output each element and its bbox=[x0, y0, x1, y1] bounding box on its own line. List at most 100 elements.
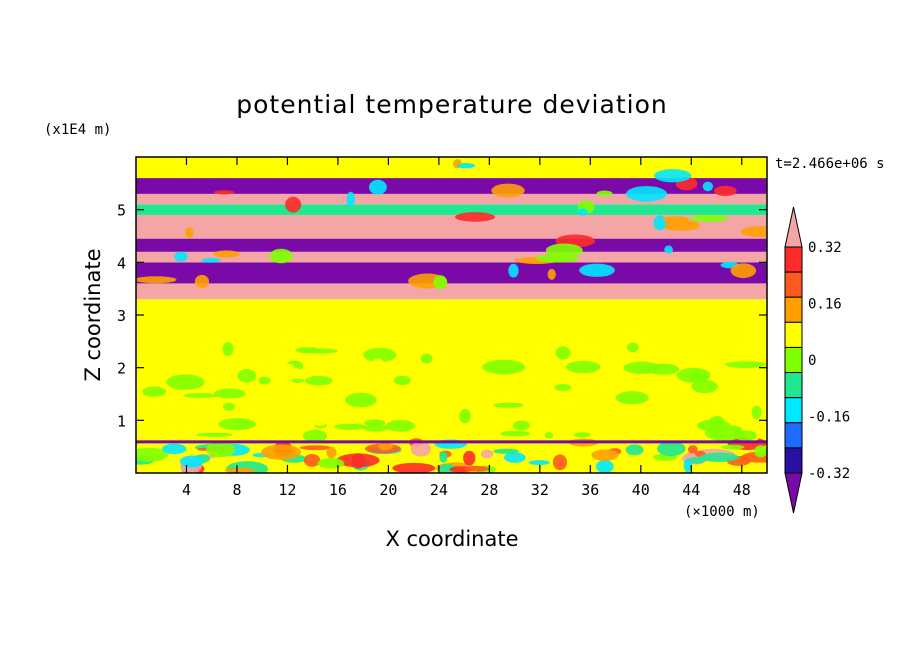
field-blob bbox=[410, 441, 431, 457]
field-blob bbox=[664, 245, 673, 254]
x-tick-label: 8 bbox=[232, 481, 241, 499]
field-blob bbox=[214, 388, 246, 399]
field-blob bbox=[439, 451, 448, 463]
colorbar: 0.32 0.16 0 -0.16 -0.32 bbox=[784, 206, 850, 514]
y-unit-label: (x1E4 m) bbox=[44, 122, 111, 138]
field-blob bbox=[676, 367, 711, 383]
field-blob bbox=[346, 191, 356, 207]
colorbar-box bbox=[784, 346, 803, 374]
field-blob bbox=[454, 212, 495, 222]
y-tick-label: 2 bbox=[117, 360, 126, 378]
field-blob bbox=[463, 450, 476, 466]
colorbar-box bbox=[784, 296, 803, 323]
field-blob bbox=[334, 423, 367, 430]
field-blob bbox=[662, 220, 700, 231]
y-tick-label: 1 bbox=[117, 412, 126, 430]
field-blob bbox=[370, 358, 386, 373]
field-blob bbox=[480, 449, 494, 459]
x-tick-label: 40 bbox=[632, 481, 650, 499]
x-tick-label: 12 bbox=[278, 481, 296, 499]
y-axis-title: Z coordinate bbox=[81, 248, 105, 381]
field-blob bbox=[434, 427, 463, 440]
x-axis: 4 8 12 16 20 24 28 32 36 40 44 48 bbox=[182, 157, 751, 499]
field-blob bbox=[687, 445, 698, 454]
field-blob bbox=[715, 402, 755, 415]
field-blob bbox=[702, 181, 714, 192]
field-blob bbox=[761, 431, 767, 439]
time-label: t=2.466e+06 s bbox=[775, 156, 885, 172]
field-blob bbox=[691, 379, 718, 394]
field-blob bbox=[545, 243, 583, 258]
field-blob bbox=[417, 385, 450, 391]
field-blob bbox=[445, 372, 459, 387]
field-layer bbox=[136, 262, 767, 284]
field-blob bbox=[714, 185, 737, 197]
field-blob bbox=[378, 442, 393, 451]
field-blob bbox=[183, 393, 219, 398]
field-blob bbox=[420, 353, 433, 364]
field-blob bbox=[295, 347, 320, 354]
y-tick-label: 4 bbox=[117, 254, 126, 272]
field-blob bbox=[371, 406, 391, 422]
field-blob bbox=[258, 376, 271, 385]
field-blob bbox=[363, 347, 397, 363]
field-blob bbox=[688, 456, 705, 464]
colorbar-box bbox=[784, 422, 803, 449]
colorbar-box bbox=[784, 246, 803, 273]
field-layer bbox=[136, 193, 767, 205]
field-blob bbox=[690, 214, 729, 222]
field-blob bbox=[683, 458, 692, 473]
field-blob bbox=[433, 275, 448, 290]
field-blob bbox=[657, 441, 686, 457]
field-blob bbox=[177, 361, 220, 371]
field-blob bbox=[640, 379, 660, 393]
field-blob bbox=[754, 445, 767, 458]
field-blob bbox=[136, 400, 147, 415]
field-layer bbox=[136, 283, 767, 300]
field-blob bbox=[653, 215, 667, 231]
field-blob bbox=[626, 342, 639, 353]
field-blob bbox=[744, 376, 762, 384]
field-blob bbox=[658, 386, 695, 396]
field-blob bbox=[213, 190, 235, 195]
field-blob bbox=[431, 391, 457, 408]
field-blob bbox=[136, 276, 177, 284]
field-blob bbox=[565, 360, 601, 374]
field-blob bbox=[152, 364, 179, 371]
field-layer bbox=[136, 204, 767, 215]
field-blob bbox=[571, 394, 611, 407]
field-blob bbox=[261, 444, 302, 460]
field-blob bbox=[362, 424, 390, 432]
colorbar-box bbox=[784, 271, 803, 298]
field-layer bbox=[136, 178, 767, 194]
field-blob bbox=[166, 374, 205, 390]
x-unit-label: (×1000 m) bbox=[684, 504, 760, 520]
field-blob bbox=[615, 391, 649, 405]
field-blob bbox=[194, 274, 210, 289]
field-blob bbox=[345, 392, 377, 408]
field-blob bbox=[724, 361, 767, 368]
colorbar-extend-bottom bbox=[784, 472, 803, 514]
field-blob bbox=[393, 375, 411, 386]
field-blob bbox=[317, 457, 345, 469]
x-tick-label: 28 bbox=[480, 481, 498, 499]
colorbar-tick-label: 0 bbox=[808, 353, 816, 369]
field-blob bbox=[201, 258, 221, 263]
field-blob bbox=[285, 196, 302, 213]
colorbar-box bbox=[784, 321, 803, 348]
x-tick-label: 20 bbox=[379, 481, 397, 499]
field-blob bbox=[303, 453, 321, 467]
field-blob bbox=[158, 407, 185, 419]
field-blob bbox=[577, 208, 588, 216]
field-blob bbox=[697, 419, 731, 432]
field-blob bbox=[512, 420, 531, 431]
field-blob bbox=[326, 446, 337, 459]
field-blob bbox=[213, 250, 240, 258]
field-blob bbox=[459, 408, 471, 424]
y-tick-label: 5 bbox=[117, 202, 126, 220]
x-tick-label: 16 bbox=[329, 481, 347, 499]
field-blob bbox=[299, 445, 332, 451]
field-blob bbox=[162, 443, 187, 455]
field-blob bbox=[136, 419, 156, 430]
